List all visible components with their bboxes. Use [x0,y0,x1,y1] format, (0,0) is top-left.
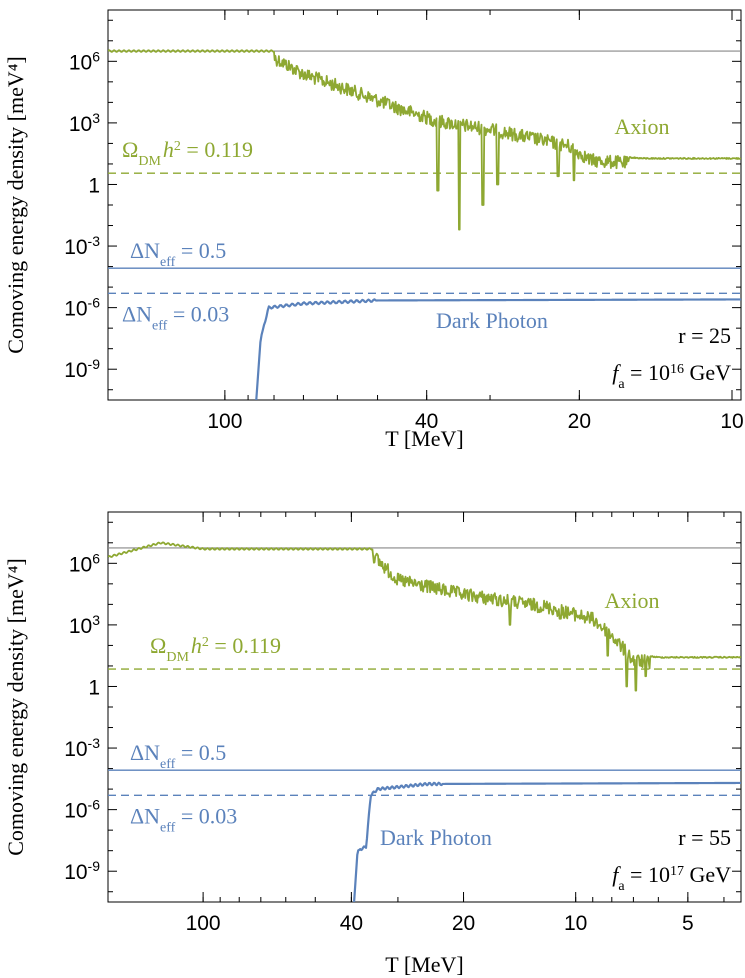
tick-label: 100 [207,410,242,433]
axion-label: Axion [605,588,660,613]
tick-label: 40 [415,410,438,433]
tick-label: 40 [340,912,363,935]
tick-label: 10-6 [64,797,100,823]
tick-label: 10-3 [64,233,100,259]
tick-label: 1 [88,174,100,197]
tick-label: 106 [69,48,100,74]
axion-label: Axion [615,114,670,139]
y-axis-title: Comoving energy density [meV⁴] [3,56,28,354]
neff-003-label: ΔNeff = 0.03 [130,803,237,835]
tick-label: 10-9 [64,858,100,884]
tick-label: 10 [564,912,587,935]
neff-003-label: ΔNeff = 0.03 [122,301,229,333]
tick-label: 103 [69,612,100,638]
chart-panel-2: 106 103 1 10-3 10-6 10-9 100 40 20 10 5 T [MeV] Como… [3,511,742,977]
tick-label: 103 [69,110,100,136]
r-label: r = 25 [678,323,731,348]
axion-curve [108,541,741,692]
tick-label: 5 [682,912,694,935]
fa-label: fa = 1017 GeV [612,862,731,894]
tick-label: 10-3 [64,735,100,761]
plot-area [108,541,741,902]
tick-label: 20 [568,410,591,433]
tick-label: 100 [186,912,221,935]
plot-frame [107,9,742,401]
plot-area [108,49,741,400]
y-axis-title: Comoving energy density [meV⁴] [3,558,28,856]
tick-label: 10-6 [64,295,100,321]
x-axis-title: T [MeV] [385,426,463,451]
axion-curve [108,49,741,231]
x-axis-title: T [MeV] [385,952,463,977]
dark-photon-curve [352,781,741,902]
dark-photon-label: Dark Photon [436,308,548,333]
dark-photon-label: Dark Photon [380,825,492,850]
tick-label: 10-9 [64,356,100,382]
r-label: r = 55 [678,825,731,850]
fa-label: fa = 1016 GeV [612,360,731,392]
neff-05-label: ΔNeff = 0.5 [130,238,226,270]
omega-dm-label: ΩDMh2 = 0.119 [150,633,281,665]
tick-label: 106 [69,550,100,576]
tick-label: 20 [452,912,475,935]
tick-label: 10 [720,410,743,433]
neff-05-label: ΔNeff = 0.5 [130,740,226,772]
omega-dm-label: ΩDMh2 = 0.119 [122,137,253,169]
dark-photon-curve [255,298,741,400]
chart-panel-1: 106 103 1 10-3 10-6 10-9 100 40 20 10 T [MeV] Comov… [3,9,744,451]
tick-label: 1 [88,676,100,699]
